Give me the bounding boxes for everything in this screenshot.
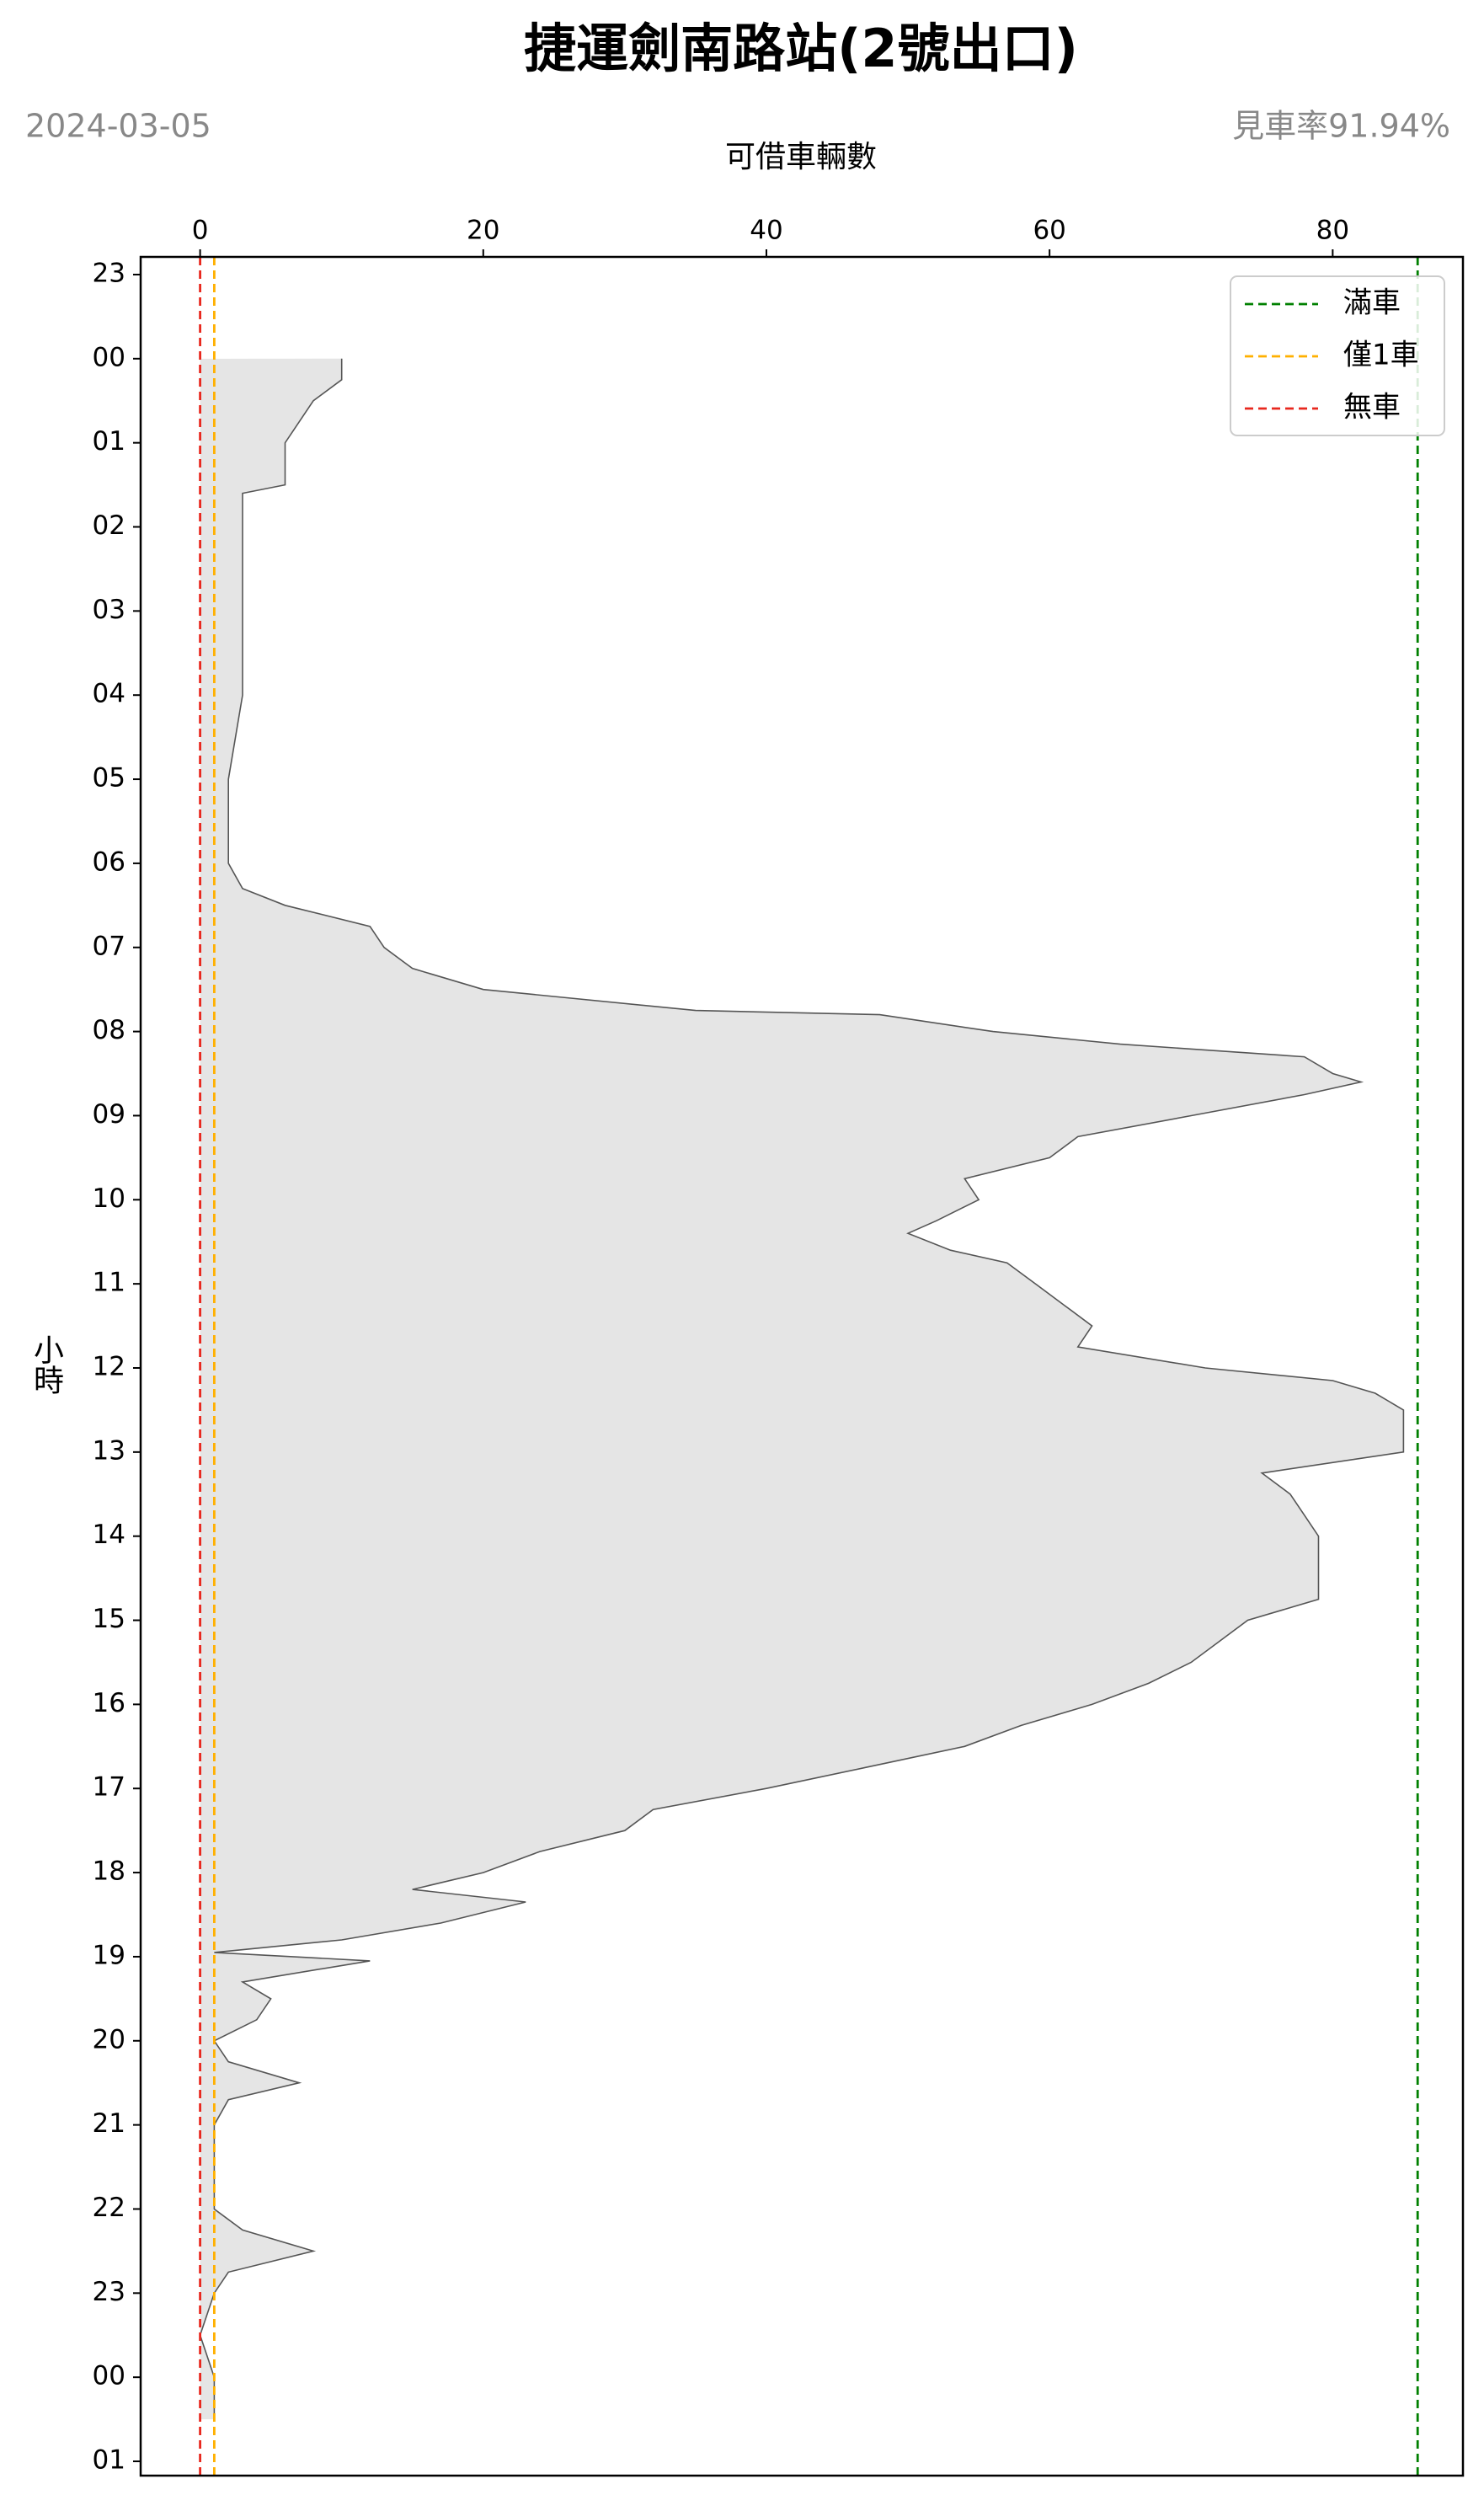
x-tick-label: 60 [1033, 216, 1065, 246]
plot-area [133, 249, 1419, 2476]
y-tick-label: 18 [93, 1857, 125, 1887]
legend-label: 僅1車 [1343, 339, 1419, 372]
y-tick-label: 09 [93, 1099, 125, 1130]
y-tick-label: 03 [93, 595, 125, 625]
y-tick-label: 04 [93, 679, 125, 709]
legend-label: 無車 [1343, 391, 1401, 425]
y-axis-title: 小時 [29, 1334, 63, 1395]
y-tick-label: 12 [93, 1351, 125, 1381]
y-tick-label: 11 [93, 1268, 125, 1298]
y-tick-label: 01 [93, 426, 125, 457]
y-tick-label: 13 [93, 1435, 125, 1466]
chart-title: 捷運劍南路站(2號出口) [524, 18, 1078, 79]
y-tick-label: 19 [93, 1940, 125, 1970]
y-tick-label: 02 [93, 510, 125, 541]
y-tick-label: 23 [93, 258, 125, 288]
y-tick-label: 15 [93, 1604, 125, 1634]
x-tick-label: 20 [467, 216, 499, 246]
x-tick-label: 80 [1316, 216, 1349, 246]
x-tick-label: 0 [192, 216, 209, 246]
y-tick-label: 17 [93, 1772, 125, 1803]
date: 2024-03-05 [25, 108, 211, 145]
legend-label: 滿車 [1343, 286, 1401, 320]
y-tick-label: 01 [93, 2445, 125, 2476]
y-tick-label: 16 [93, 1688, 125, 1718]
y-tick-label: 22 [93, 2193, 125, 2223]
y-tick-label: 07 [93, 931, 125, 961]
y-tick-label: 00 [93, 2361, 125, 2391]
y-tick-label: 14 [93, 1520, 125, 1550]
y-tick-label: 21 [93, 2108, 125, 2139]
plot-frame [139, 255, 1465, 2477]
x-tick-label: 40 [750, 216, 782, 246]
y-tick-label: 08 [93, 1015, 125, 1045]
area-fill [200, 358, 1404, 2420]
y-tick-label: 10 [93, 1183, 125, 1214]
y-tick-label: 00 [93, 342, 125, 372]
y-tick-label: 23 [93, 2277, 125, 2307]
area-line [199, 358, 1405, 2420]
y-tick-label: 06 [93, 847, 125, 877]
legend-box [1230, 275, 1445, 436]
x-axis-title: 可借車輛數 [725, 140, 877, 174]
y-tick-label: 05 [93, 763, 125, 793]
y-tick-label: 20 [93, 2024, 125, 2054]
rate: 見車率91.94% [1232, 108, 1450, 145]
